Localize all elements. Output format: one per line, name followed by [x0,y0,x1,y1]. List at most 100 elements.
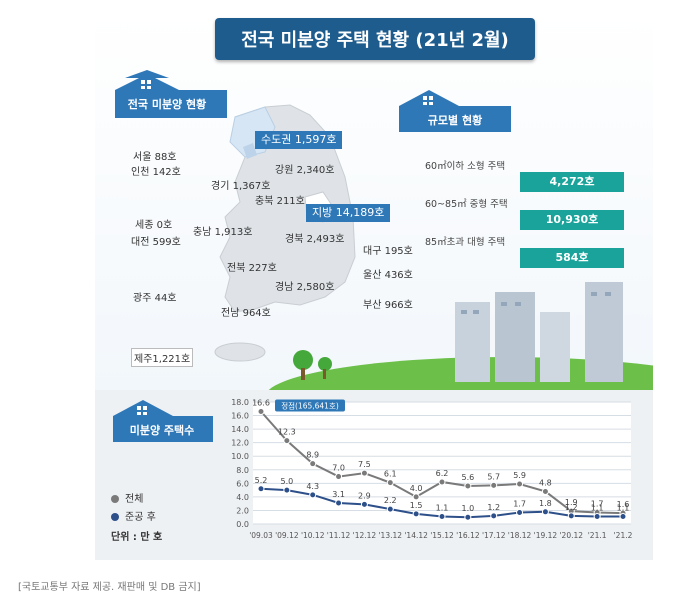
region-jeju: 제주1,221호 [131,348,194,367]
x-tick-label: '10.12 [301,531,325,540]
caption: [국토교통부 자료 제공. 재판매 및 DB 금지] [18,582,201,593]
x-tick-label: '19.12 [534,531,558,540]
x-tick-label: '09.03 [249,531,273,540]
data-label: 5.2 [255,476,268,485]
size-medium-label: 60~85㎡ 중형 주택 [425,199,508,210]
y-tick-label: 2.0 [236,506,249,515]
x-tick-label: '13.12 [379,531,403,540]
korea-map [214,104,356,362]
data-label: 1.6 [617,500,630,509]
data-point [335,473,343,481]
legend-all-dot [111,495,119,503]
size-medium-value: 10,930호 [520,210,624,230]
data-point [464,482,472,490]
region-gyeonggi: 경기 1,367호 [211,181,271,192]
data-label: 1.2 [487,503,500,512]
size-large-label: 85㎡초과 대형 주택 [425,237,506,248]
data-point [386,479,394,487]
region-daejeon: 대전 599호 [131,237,181,248]
peak-annotation-box [275,399,345,412]
data-label: 8.9 [306,451,319,460]
data-point [283,486,291,494]
data-point [309,491,317,499]
page-title: 전국 미분양 주택 현황 (21년 2월) [215,18,535,60]
region-jeonbuk: 전북 227호 [227,263,277,274]
data-point [335,499,343,507]
region-incheon: 인천 142호 [131,167,181,178]
data-point [283,437,291,445]
data-label: 12.3 [278,428,296,437]
size-section-header: 규모별 현황 [427,114,483,127]
infographic-panel: 전국 미분양 주택 현황 (21년 2월) 전국 미분양 현황 수도권 1,59… [95,12,653,560]
region-sejong: 세종 0호 [135,220,173,231]
data-point [257,485,265,493]
x-tick-label: '21.1 [588,531,607,540]
data-point [567,512,575,520]
data-label: 2.2 [384,496,397,505]
data-label: 7.5 [358,460,371,469]
data-point [438,478,446,486]
x-tick-label: '14.12 [404,531,428,540]
data-point [412,510,420,518]
y-tick-label: 0.0 [236,520,249,529]
y-tick-label: 4.0 [236,493,249,502]
data-point [619,513,627,521]
data-label: 1.2 [565,503,578,512]
size-section-house-icon [399,90,511,132]
y-tick-label: 8.0 [236,466,249,475]
city-illustration [265,282,653,394]
y-tick-label: 14.0 [231,425,249,434]
region-chungbuk: 충북 211호 [255,196,305,207]
data-label: 1.0 [461,504,474,513]
legend-all-label: 전체 [125,494,144,505]
data-point [360,469,368,477]
data-label: 16.6 [252,398,270,407]
data-point [516,508,524,516]
x-tick-label: '16.12 [456,531,480,540]
data-point [309,460,317,468]
data-point [386,505,394,513]
region-daegu: 대구 195호 [363,246,413,257]
data-label: 7.0 [332,464,345,473]
region-gangwon: 강원 2,340호 [275,165,335,176]
data-label: 1.1 [436,504,449,513]
region-busan: 부산 966호 [363,300,413,311]
data-label: 1.7 [591,499,604,508]
legend-after-dot [111,513,119,521]
data-label: 6.1 [384,470,397,479]
size-small-label: 60㎡이하 소형 주택 [425,161,506,172]
data-label: 1.1 [591,504,604,513]
x-tick-label: '12.12 [353,531,377,540]
data-label: 2.9 [358,491,371,500]
data-label: 4.3 [306,482,319,491]
y-tick-label: 12.0 [231,439,249,448]
y-tick-label: 10.0 [231,452,249,461]
y-tick-label: 6.0 [236,479,249,488]
region-gyeongbuk: 경북 2,493호 [285,234,345,245]
x-tick-label: '20.12 [560,531,584,540]
x-tick-label: '18.12 [508,531,532,540]
data-label: 5.6 [461,473,474,482]
region-gyeongnam: 경남 2,580호 [275,282,335,293]
size-large-value: 584호 [520,248,624,268]
x-tick-label: '21.2 [614,531,633,540]
peak-annotation-label: 정점(165,641호) [281,400,339,410]
line-chart: 0.0 2.0 4.0 6.0 8.0 10.0 12.0 14.0 16.0 18.0 '09.0… [231,398,633,540]
size-small-value: 4,272호 [520,172,624,192]
region-chungnam: 충남 1,913호 [193,227,253,238]
x-tick-label: '17.12 [482,531,506,540]
data-label: 5.9 [513,471,526,480]
legend-after: 준공 후 [111,508,156,523]
data-point [541,487,549,495]
data-point [541,508,549,516]
data-label: 5.7 [487,472,500,481]
data-point [360,500,368,508]
map-section-house-icon [115,70,227,118]
y-tick-label: 18.0 [231,398,249,407]
region-gwangju: 광주 44호 [133,293,177,304]
chart-section-house-icon [113,400,213,442]
data-point [438,513,446,521]
legend-after-label: 준공 후 [125,512,156,523]
map-section-header: 전국 미분양 현황 [127,98,207,111]
data-label: 1.5 [410,501,423,510]
